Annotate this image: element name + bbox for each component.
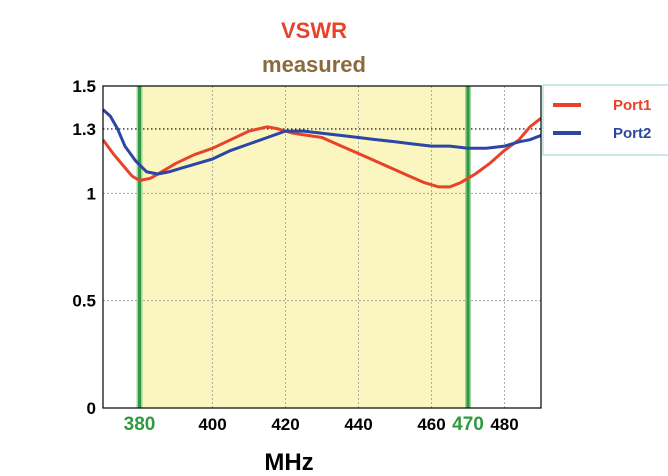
series-line-port1 xyxy=(103,117,541,189)
series-line-port2 xyxy=(103,108,541,176)
y-tick-label: 1.5 xyxy=(72,77,96,96)
x-tick-label: 420 xyxy=(271,415,299,434)
legend-box xyxy=(542,84,668,156)
band-tick-label: 470 xyxy=(452,414,484,435)
band-tick-label: 380 xyxy=(124,414,156,435)
legend-label-port1: Port1 xyxy=(613,97,651,114)
plot-area: 0 0.5 1 1.3 1.5 400 420 440 460 480 380 470 xyxy=(72,77,542,435)
legend-label-port2: Port2 xyxy=(613,125,651,142)
plot-frame xyxy=(102,85,542,409)
y-tick-label: 0 xyxy=(87,399,96,418)
series-group xyxy=(103,108,541,189)
chart-subtitle: measured xyxy=(262,52,366,77)
x-tick-label: 460 xyxy=(417,415,445,434)
band-shading xyxy=(139,86,468,408)
y-tick-label: 1 xyxy=(87,184,96,203)
x-axis-label: MHz xyxy=(264,449,313,476)
x-tick-label: 440 xyxy=(344,415,372,434)
legend: Port1 Port2 xyxy=(542,84,668,156)
y-tick-label: 0.5 xyxy=(72,292,96,311)
x-tick-label: 480 xyxy=(490,415,518,434)
y-tick-label: 1.3 xyxy=(72,120,96,139)
chart-title: VSWR xyxy=(281,18,347,43)
x-tick-label: 400 xyxy=(198,415,226,434)
